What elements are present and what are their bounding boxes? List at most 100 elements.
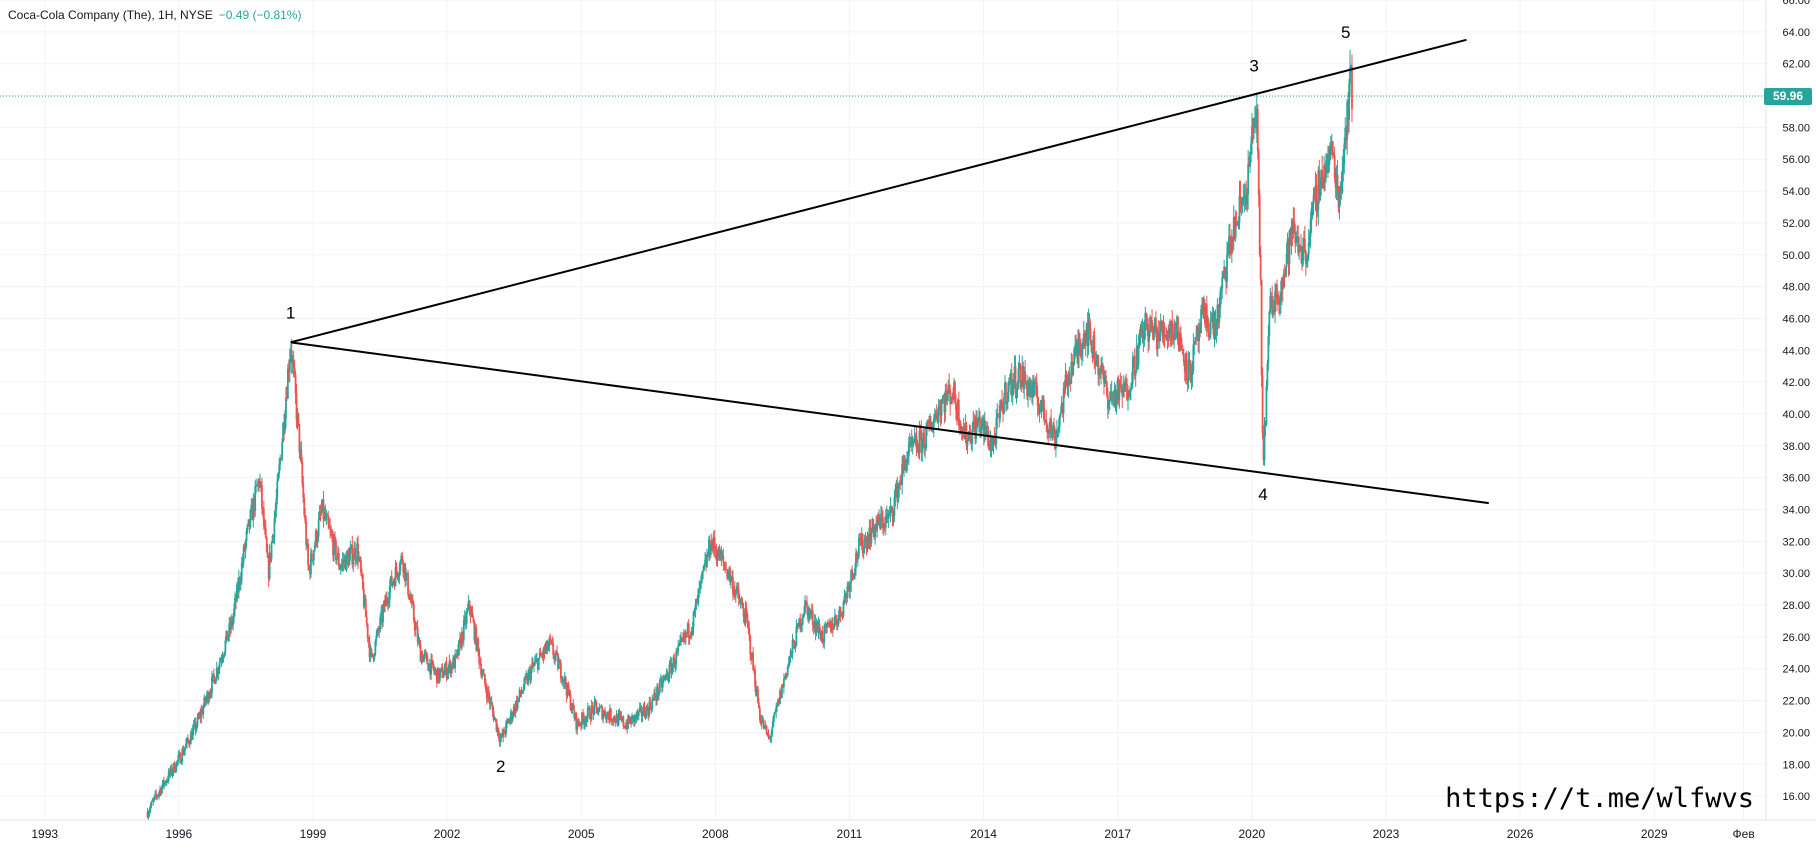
candle-body xyxy=(1016,383,1019,390)
candle-body xyxy=(722,556,725,563)
candle-body xyxy=(255,485,258,487)
candle-body xyxy=(854,568,856,574)
candle-body xyxy=(944,390,947,413)
candle-body xyxy=(1197,326,1200,342)
candle-body xyxy=(841,613,844,616)
candle-body xyxy=(533,664,535,666)
candle-body xyxy=(335,540,337,561)
candle-body xyxy=(436,668,439,684)
candle-body xyxy=(1037,405,1040,415)
candle-body xyxy=(682,638,684,640)
candle-body xyxy=(681,638,683,639)
candle-body xyxy=(849,583,852,593)
candle-body xyxy=(445,663,448,678)
candle-body xyxy=(765,725,768,735)
candle-body xyxy=(381,611,383,622)
candle-body xyxy=(306,543,309,546)
candle-body xyxy=(1039,407,1042,410)
candle-body xyxy=(1308,236,1311,243)
candle-body xyxy=(821,630,824,642)
candle-body xyxy=(420,654,423,662)
candle-body xyxy=(749,635,752,655)
candle-body xyxy=(947,384,950,394)
candle-body xyxy=(848,585,851,593)
trendline[interactable] xyxy=(290,38,1467,344)
candle-body xyxy=(1328,149,1331,159)
candle-body xyxy=(309,569,311,575)
candle-body xyxy=(828,623,830,627)
grid-lines xyxy=(0,0,1766,820)
candle-body xyxy=(1321,170,1324,188)
candle-body xyxy=(522,689,525,693)
candle-body xyxy=(1233,217,1236,238)
time-axis[interactable]: 1993 1996 1999 2002 2005 2008 2011 2014 2017 2020… xyxy=(31,827,1754,841)
candle-body xyxy=(1304,251,1307,265)
candle-body xyxy=(1292,221,1295,235)
candle-body xyxy=(1050,418,1053,432)
candle-body xyxy=(1058,414,1061,427)
candle-body xyxy=(243,546,246,551)
candle-body xyxy=(1071,361,1074,376)
candle-body xyxy=(1006,392,1009,402)
candle-body xyxy=(1123,384,1126,392)
candle-body xyxy=(1189,360,1192,382)
candle-body xyxy=(1155,331,1158,350)
candle-body xyxy=(866,539,869,549)
candle-body xyxy=(198,713,201,718)
candle-body xyxy=(608,708,611,721)
candle-body xyxy=(934,412,937,415)
candle-body xyxy=(874,524,877,538)
candle-body xyxy=(761,720,764,721)
candle-body xyxy=(414,625,417,631)
candle-body xyxy=(836,623,839,625)
candle-body xyxy=(960,427,963,434)
candle-body xyxy=(655,698,657,700)
candle-body xyxy=(1170,321,1173,335)
candle-body xyxy=(174,770,177,772)
candle-body xyxy=(701,571,704,577)
candle-body xyxy=(1220,288,1223,292)
candle-body xyxy=(334,536,336,541)
candle-body xyxy=(269,552,272,560)
candle-body xyxy=(733,589,736,597)
candle-body xyxy=(1167,335,1170,338)
candle-body xyxy=(1008,381,1011,384)
candle-body xyxy=(257,480,259,486)
candle-body xyxy=(1114,389,1117,408)
trendline[interactable] xyxy=(290,341,1489,505)
candle-body xyxy=(1119,382,1122,385)
candle-body xyxy=(336,557,338,561)
candle-body xyxy=(1075,344,1077,353)
candle-body xyxy=(1276,284,1278,305)
candle-body xyxy=(905,463,907,471)
candle-body xyxy=(233,608,235,618)
candle-body xyxy=(1025,381,1028,383)
candle-body xyxy=(360,572,363,575)
candle-body xyxy=(1200,309,1202,334)
candle-body xyxy=(442,675,445,678)
candle-body xyxy=(544,648,547,653)
candle-body xyxy=(523,677,526,690)
candle-body xyxy=(493,717,496,721)
candle-body xyxy=(349,548,352,554)
candle-body xyxy=(1141,330,1144,333)
candle-body xyxy=(413,620,416,631)
candle-body xyxy=(176,760,179,762)
candle-body xyxy=(1279,292,1282,301)
candle-body xyxy=(1117,380,1120,401)
candle-body xyxy=(881,517,884,529)
candle-body xyxy=(252,498,255,521)
candle-body xyxy=(826,622,829,628)
candle-body xyxy=(328,523,331,528)
candle-body xyxy=(1091,351,1094,358)
price-tick-label: 62.00 xyxy=(1782,59,1810,71)
candle-body xyxy=(1211,313,1214,322)
candle-body xyxy=(311,560,314,561)
candle-body xyxy=(1140,326,1143,333)
time-tick-label: 1993 xyxy=(31,827,58,841)
candle-body xyxy=(308,564,310,570)
candle-body xyxy=(690,631,693,636)
candle-body xyxy=(348,553,351,566)
trendlines[interactable] xyxy=(290,38,1489,505)
